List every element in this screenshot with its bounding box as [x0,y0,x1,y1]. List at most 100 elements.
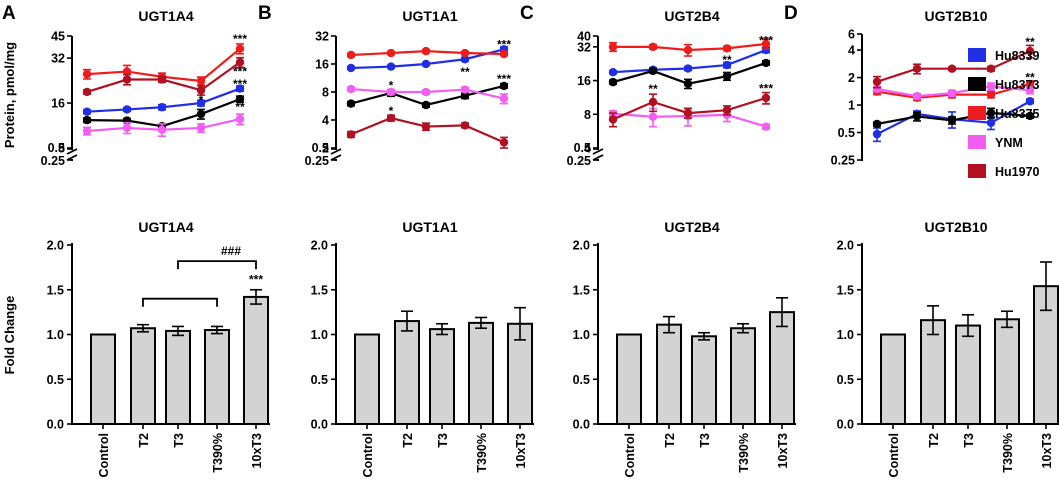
y-tick-label: 0.25 [305,154,329,168]
y-tick-label: 0.5 [47,373,64,387]
bar [243,295,269,425]
bar-chart-ugt1a4: UGT1A4 0.0 0.5 1.0 1.5 2.0 Control T2 T3 T390% 10x… [47,219,270,477]
y-tick-label: 8 [58,142,65,156]
significance-marker: ** [1025,71,1035,85]
x-tick-label: T3 [172,433,186,448]
data-point-hu1970 [460,121,470,130]
series-line-hu8373 [86,98,241,128]
x-tick-label: 10xT3 [1040,433,1054,468]
data-point-ynm [82,126,92,136]
data-point-hu8339 [82,107,92,116]
x-tick-label: Control [361,433,375,477]
significance-marker: ** [1025,35,1035,49]
data-point-hu1970 [386,113,396,123]
significance-marker: ** [460,65,470,79]
data-point-hu1970 [196,86,206,95]
data-point-hu8339 [683,64,693,73]
y-tick-label: 2.0 [837,239,854,253]
significance-marker: *** [497,72,511,86]
data-point-hu8373 [1025,111,1035,121]
data-point-hu8373 [947,116,957,125]
data-point-hu8375 [1025,79,1035,89]
chart-title: UGT1A4 [138,219,193,235]
y-tick-label: 0.5 [311,373,328,387]
chart-title: UGT1A1 [402,8,457,24]
y-tick-label: 0.0 [47,418,64,432]
data-point-hu8375 [722,44,732,53]
y-tick-label: 0.25 [41,154,65,168]
data-point-hu1970 [872,77,882,86]
data-point-hu1970 [722,106,732,115]
axis-break-mark [592,154,604,161]
bar [165,329,191,426]
chart-title: UGT2B4 [664,219,719,235]
significance-marker: *** [759,33,773,47]
data-point-hu8373 [196,109,206,119]
bar [769,311,795,425]
y-tick-label: 16 [577,74,591,88]
data-point-hu8375 [386,48,396,58]
bar [994,318,1020,425]
bar [394,320,420,426]
data-point-ynm [346,84,356,94]
bar [204,329,230,425]
bar [354,333,380,425]
data-point-ynm [235,114,245,124]
bar [691,335,717,426]
y-tick-label: 2.0 [573,239,590,253]
chart-title: UGT2B10 [924,8,987,24]
significance-marker: *** [233,65,247,79]
data-point-ynm [986,82,996,91]
significance-marker: ** [648,82,658,96]
data-point-hu8373 [421,100,431,110]
y-tick-label: 16 [51,97,65,111]
y-tick-label: 4 [584,142,591,156]
data-point-hu8375 [761,39,771,49]
data-point-hu8339 [986,118,996,127]
legend-swatch-hu8375 [968,106,986,120]
bar [880,333,906,425]
x-tick-label: 10xT3 [250,433,264,468]
y-tick-label: 16 [315,58,329,72]
bar [90,333,116,425]
y-tick-label: 6 [848,28,855,42]
data-point-hu8373 [872,119,882,129]
bar [130,327,156,425]
y-tick-label: 4 [848,44,855,58]
y-tick-label: 1 [848,99,855,113]
bar-chart-ugt2b4: UGT2B4 0.0 0.5 1.0 1.5 2.0 Control T2 T3 T390% 10x… [573,219,796,477]
data-point-hu1970 [912,64,922,73]
y-tick-label: 0.0 [311,418,328,432]
y-tick-label: 2 [322,142,329,156]
data-point-hu8339 [421,59,431,69]
x-tick-label: T2 [401,433,415,448]
data-point-hu8339 [157,103,167,112]
significance-marker: *** [233,77,247,91]
data-point-hu8375 [499,49,509,59]
data-point-ynm [386,87,396,97]
data-point-hu8375 [122,67,132,76]
data-point-hu8339 [122,105,132,114]
significance-marker: ** [235,100,245,114]
y-tick-label: 4 [322,114,329,128]
x-tick-label: T390% [1001,433,1015,473]
y-tick-label: 0.5 [573,373,590,387]
y-tick-label: 8 [322,86,329,100]
panel-letter: D [784,3,798,24]
x-tick-label: 10xT3 [776,433,790,468]
x-tick-label: T390% [211,433,225,473]
significance-marker: *** [233,32,247,46]
chart-title: UGT1A4 [138,8,193,24]
data-point-hu8375 [82,69,92,79]
y-tick-label: 32 [315,30,329,44]
significance-marker: *** [759,81,773,95]
y-axis-title-protein: Protein, pmol/mg [2,42,17,148]
data-point-hu8375 [986,90,996,99]
bar [468,321,494,425]
x-tick-label: T3 [698,433,712,448]
x-tick-label: 10xT3 [514,433,528,468]
y-axis-title-fold-change: Fold Change [2,296,17,375]
bar [429,328,455,426]
